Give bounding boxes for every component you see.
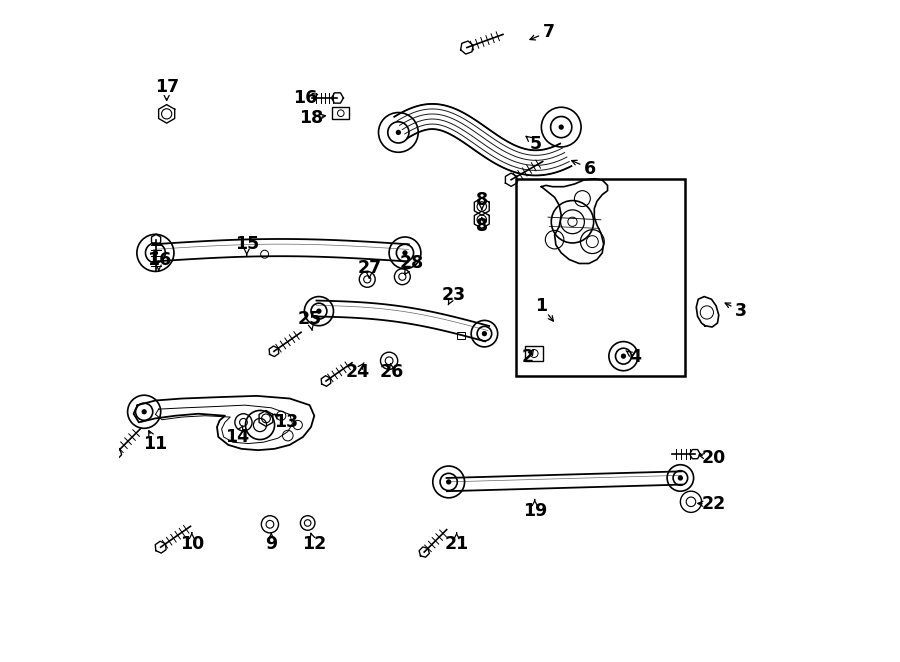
Circle shape (482, 331, 487, 336)
Bar (332, 107, 349, 119)
Text: 4: 4 (629, 348, 642, 367)
Text: 11: 11 (143, 434, 167, 453)
Text: 17: 17 (155, 78, 179, 97)
Bar (517, 179, 685, 376)
Bar (456, 332, 464, 339)
Circle shape (678, 475, 683, 481)
Text: 25: 25 (298, 310, 322, 328)
Circle shape (621, 354, 626, 359)
Text: 6: 6 (584, 160, 597, 178)
Text: 19: 19 (523, 502, 547, 520)
Circle shape (316, 308, 321, 314)
Text: 20: 20 (701, 449, 725, 467)
Text: 15: 15 (235, 234, 259, 253)
Text: 23: 23 (441, 285, 465, 304)
Text: 14: 14 (225, 428, 249, 446)
Text: 9: 9 (266, 535, 277, 553)
Text: 1: 1 (536, 297, 547, 315)
Bar (526, 346, 543, 361)
Circle shape (402, 250, 408, 256)
Text: 8: 8 (476, 191, 488, 209)
Text: 3: 3 (735, 302, 747, 320)
Text: 18: 18 (299, 109, 323, 127)
Text: 12: 12 (302, 535, 327, 553)
Text: 24: 24 (346, 363, 369, 381)
Text: 28: 28 (400, 254, 424, 273)
Circle shape (559, 124, 564, 130)
Text: 10: 10 (180, 535, 204, 553)
Text: 27: 27 (357, 259, 382, 277)
Text: 2: 2 (522, 348, 535, 367)
Text: 5: 5 (530, 135, 542, 154)
Text: 22: 22 (701, 495, 725, 514)
Text: 7: 7 (544, 23, 555, 41)
Text: 16: 16 (293, 89, 318, 107)
Text: 16: 16 (147, 250, 171, 269)
Circle shape (446, 479, 451, 485)
Circle shape (153, 250, 158, 256)
Text: 8: 8 (476, 217, 488, 236)
Text: 21: 21 (445, 535, 469, 553)
Circle shape (141, 409, 147, 414)
Circle shape (396, 130, 401, 135)
Text: 13: 13 (274, 413, 298, 432)
Text: 26: 26 (380, 363, 404, 381)
